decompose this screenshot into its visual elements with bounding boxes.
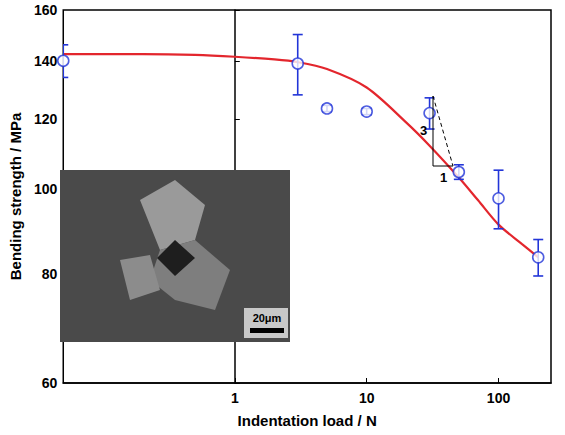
svg-text:100: 100 xyxy=(34,181,58,197)
svg-text:Bending strength / MPa: Bending strength / MPa xyxy=(7,112,24,280)
svg-text:120: 120 xyxy=(34,111,58,127)
svg-text:140: 140 xyxy=(34,53,58,69)
svg-text:100: 100 xyxy=(487,390,511,406)
svg-text:160: 160 xyxy=(34,2,58,18)
svg-text:60: 60 xyxy=(42,375,58,391)
svg-text:80: 80 xyxy=(42,266,58,282)
svg-text:1: 1 xyxy=(440,170,447,185)
svg-text:20μm: 20μm xyxy=(253,312,282,324)
svg-text:1: 1 xyxy=(231,390,239,406)
svg-text:10: 10 xyxy=(359,390,375,406)
svg-text:Indentation load / N: Indentation load / N xyxy=(238,412,377,429)
svg-text:3: 3 xyxy=(420,123,427,138)
